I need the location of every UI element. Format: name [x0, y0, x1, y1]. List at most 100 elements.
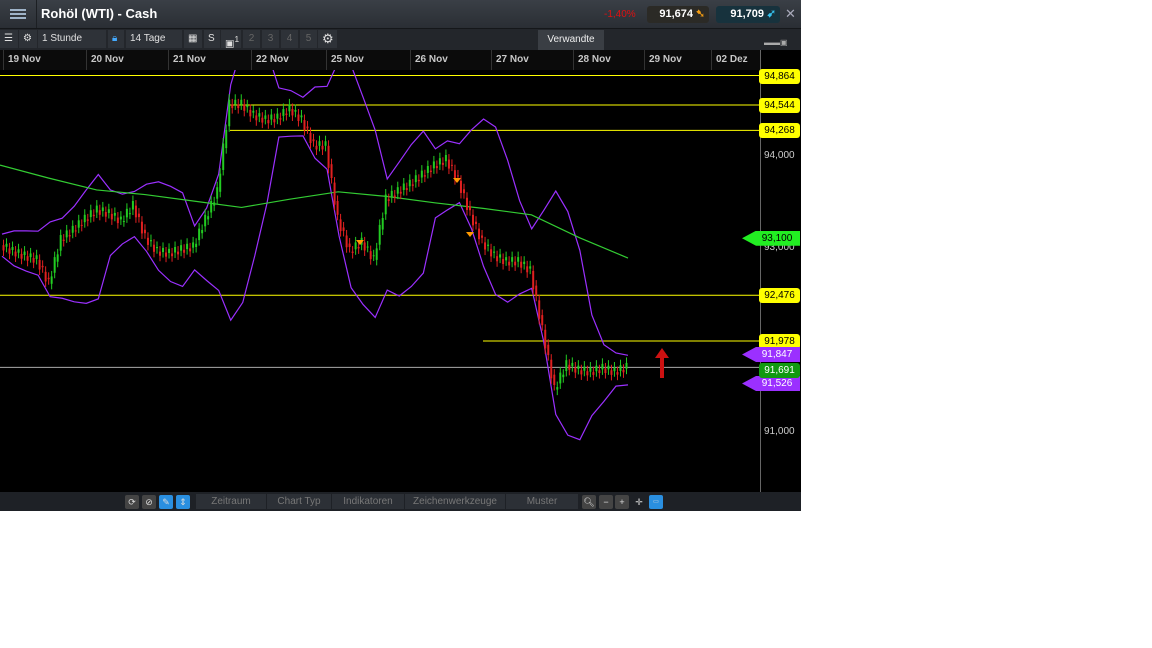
candle [20, 253, 23, 259]
candle [399, 191, 402, 194]
candle [198, 228, 201, 241]
candle [294, 109, 297, 112]
settings-icon[interactable]: ⚙ [318, 30, 337, 48]
candle [357, 247, 360, 249]
bollinger-upper-label: 91,847 [742, 347, 800, 362]
candle [553, 374, 556, 385]
tab-muster[interactable]: Muster [506, 494, 578, 509]
candle [128, 213, 131, 215]
bottom-toolbar: ⟳ ⊘ ✎ ⇕ Zeitraum Chart Typ Indikatoren Z… [0, 492, 801, 511]
date-separator [86, 50, 87, 70]
window-size-icons[interactable]: ▬▬▣ [764, 38, 788, 47]
candle [110, 213, 113, 220]
date-separator [410, 50, 411, 70]
candle [562, 374, 565, 378]
menu-button[interactable] [0, 0, 37, 28]
candle [420, 170, 423, 178]
candle [450, 164, 453, 166]
candle [499, 254, 502, 258]
candle [243, 104, 246, 111]
layout-1-button[interactable]: ▣1 [221, 30, 241, 49]
list-icon[interactable]: ☰ [0, 30, 18, 48]
candle [35, 255, 38, 259]
candle [107, 209, 110, 213]
up-down-icon[interactable]: ⇕ [176, 495, 190, 509]
moving-average-line [0, 164, 629, 259]
candle [83, 214, 86, 223]
title-bar: Rohöl (WTI) - Cash -1,40% 91,674 ➷ 91,709… [0, 0, 801, 29]
candle [595, 365, 598, 372]
candle [565, 360, 568, 371]
candle [342, 227, 345, 231]
candle [98, 210, 101, 215]
refresh-icon[interactable]: ⟳ [125, 495, 139, 509]
zoom-icon[interactable]: 🔍︎ [582, 495, 596, 509]
pencil-icon[interactable]: ✎ [159, 495, 173, 509]
candle [237, 104, 240, 109]
range-select[interactable]: 14 Tage [126, 30, 182, 48]
candle [625, 362, 628, 369]
tab-zeichenwerkzeuge[interactable]: Zeichenwerkzeuge [405, 494, 505, 509]
close-icon[interactable]: ✕ [785, 6, 796, 21]
zoom-out-icon[interactable]: − [599, 495, 613, 509]
layout-4-button[interactable]: 4 [281, 30, 298, 48]
candle [453, 170, 456, 180]
candle [363, 242, 366, 251]
candle [228, 99, 231, 127]
price-axis-line [760, 50, 761, 492]
date-label: 27 Nov [496, 54, 529, 65]
current-price-label: 91,691 [759, 363, 800, 378]
candle [459, 180, 462, 193]
candle [101, 207, 104, 212]
candle [324, 141, 327, 146]
candle [137, 213, 140, 218]
candle [29, 253, 32, 258]
fullscreen-icon[interactable]: ▭ [649, 495, 663, 509]
tab-related[interactable]: Verwandte [538, 30, 604, 50]
tab-indikatoren[interactable]: Indikatoren [332, 494, 404, 509]
candle [369, 251, 372, 260]
candle [517, 257, 520, 262]
price-chart[interactable] [0, 70, 801, 512]
arrow-down-icon: ➷ [695, 8, 705, 20]
candle [134, 205, 137, 218]
date-separator [326, 50, 327, 70]
date-label: 29 Nov [649, 54, 682, 65]
sell-button[interactable]: 91,674 ➷ [647, 6, 709, 23]
layout-2-button[interactable]: 2 [243, 30, 260, 48]
candle [225, 129, 228, 149]
no-draw-icon[interactable]: ⊘ [142, 495, 156, 509]
red-arrow-up-icon [655, 348, 669, 378]
calendar-icon[interactable]: ▦ [184, 30, 202, 48]
candle [402, 183, 405, 190]
bollinger-lower-label: 91,526 [742, 376, 800, 391]
candle [559, 372, 562, 384]
date-separator [711, 50, 712, 70]
tab-zeitraum[interactable]: Zeitraum [196, 494, 266, 509]
lock-icon[interactable]: 🔒︎ [108, 30, 124, 48]
instrument-title: Rohöl (WTI) - Cash [41, 6, 158, 21]
candle [177, 251, 180, 255]
candle [270, 114, 273, 120]
tab-chart-typ[interactable]: Chart Typ [267, 494, 331, 509]
candle [586, 371, 589, 376]
zoom-in-icon[interactable]: + [615, 495, 629, 509]
candle [41, 265, 44, 268]
candle [86, 219, 89, 221]
candle [387, 199, 390, 201]
interval-select[interactable]: 1 Stunde [38, 30, 106, 48]
candle [432, 161, 435, 169]
candle [291, 109, 294, 116]
crosshair-icon[interactable]: ✛ [635, 497, 643, 507]
candle [252, 110, 255, 113]
candle [77, 220, 80, 228]
pattern-marker-icon [453, 178, 461, 183]
gear-icon[interactable]: ⚙ [19, 30, 37, 48]
layout-3-button[interactable]: 3 [262, 30, 279, 48]
candle [59, 235, 62, 251]
buy-button[interactable]: 91,709 ➹ [716, 6, 780, 23]
candle [610, 370, 613, 375]
layout-5-button[interactable]: 5 [300, 30, 317, 48]
s-button[interactable]: S [204, 30, 220, 48]
candle [14, 251, 17, 257]
